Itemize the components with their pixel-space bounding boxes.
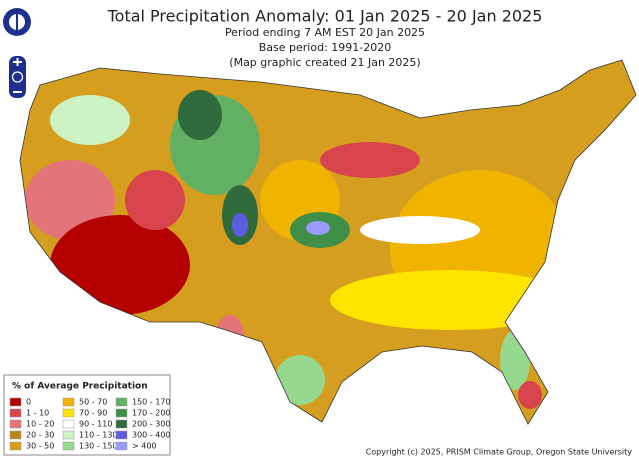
zoom-control[interactable] bbox=[9, 56, 26, 98]
legend-swatch bbox=[9, 419, 22, 429]
map-region bbox=[360, 216, 480, 244]
globe-icon[interactable] bbox=[11, 71, 24, 83]
map-region bbox=[125, 170, 185, 230]
legend-swatch bbox=[62, 408, 75, 418]
legend-swatch bbox=[62, 419, 75, 429]
legend-label: 150 - 170 bbox=[132, 398, 171, 407]
legend-label: 90 - 110 bbox=[79, 420, 112, 429]
map-region bbox=[500, 330, 530, 390]
us-outline bbox=[19, 59, 637, 425]
legend-label: 70 - 90 bbox=[79, 409, 107, 418]
navigation-control[interactable] bbox=[3, 8, 31, 98]
legend-swatch bbox=[115, 441, 128, 451]
legend-swatch bbox=[62, 397, 75, 407]
map-region bbox=[518, 381, 542, 409]
legend-swatch bbox=[115, 397, 128, 407]
legend-label: 170 - 200 bbox=[132, 409, 171, 418]
map-region bbox=[50, 215, 190, 315]
legend-title: % of Average Precipitation bbox=[12, 382, 148, 392]
subtitle: Base period: 1991-2020 bbox=[259, 41, 391, 54]
legend-label: 300 - 400 bbox=[132, 431, 171, 440]
map-region bbox=[306, 221, 330, 235]
legend-swatch bbox=[9, 397, 22, 407]
legend-label: 30 - 50 bbox=[26, 442, 54, 451]
subtitle: Period ending 7 AM EST 20 Jan 2025 bbox=[225, 26, 425, 39]
legend-swatch bbox=[62, 430, 75, 440]
map-region bbox=[215, 315, 245, 365]
legend-swatch bbox=[9, 408, 22, 418]
map-region bbox=[275, 355, 325, 405]
legend-swatch bbox=[9, 441, 22, 451]
legend: % of Average Precipitation 0 1 - 10 10 - 2… bbox=[3, 374, 171, 456]
legend-swatch bbox=[115, 430, 128, 440]
map-region bbox=[320, 142, 420, 178]
legend-label: 110 - 130 bbox=[79, 431, 118, 440]
copyright: Copyright (c) 2025, PRISM Climate Group,… bbox=[366, 448, 633, 457]
map-region bbox=[232, 213, 248, 237]
legend-label: 50 - 70 bbox=[79, 398, 107, 407]
legend-label: > 400 bbox=[132, 442, 157, 451]
map-region bbox=[178, 90, 222, 140]
map-region bbox=[50, 95, 130, 145]
precipitation-map bbox=[20, 60, 636, 424]
subtitle: (Map graphic created 21 Jan 2025) bbox=[229, 56, 420, 69]
legend-box bbox=[3, 374, 171, 456]
legend-label: 20 - 30 bbox=[26, 431, 54, 440]
legend-swatch bbox=[62, 441, 75, 451]
zoom-icons bbox=[13, 58, 22, 93]
legend-label: 0 bbox=[26, 398, 31, 407]
legend-label: 200 - 300 bbox=[132, 420, 171, 429]
legend-swatch bbox=[115, 408, 128, 418]
legend-swatch bbox=[9, 430, 22, 440]
legend-label: 10 - 20 bbox=[26, 420, 54, 429]
title: Total Precipitation Anomaly: 01 Jan 2025… bbox=[107, 7, 543, 26]
legend-label: 130 - 150 bbox=[79, 442, 118, 451]
legend-swatch bbox=[115, 419, 128, 429]
legend-label: 1 - 10 bbox=[26, 409, 49, 418]
